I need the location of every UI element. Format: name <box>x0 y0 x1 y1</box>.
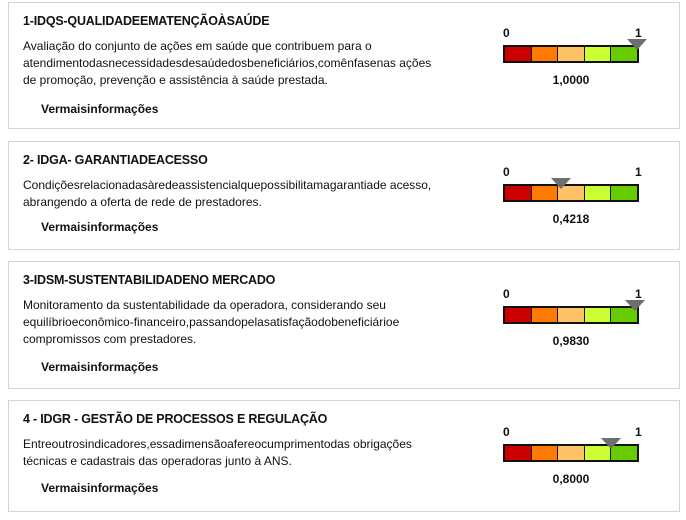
gauge-marker-icon <box>550 178 571 189</box>
score-gauge: 0 1 0,8000 <box>503 408 643 508</box>
indicator-card-idqs: 1-IDQS-QUALIDADEEMATENÇÃOÀSAÚDE Avaliaçã… <box>8 2 680 129</box>
gauge-marker-icon <box>627 39 647 50</box>
more-info-link[interactable]: Vermaisinformações <box>41 360 159 374</box>
gauge-segment <box>531 446 559 460</box>
gauge-segment <box>611 186 637 200</box>
gauge-min-label: 0 <box>503 287 510 301</box>
gauge-max-label: 1 <box>635 425 642 439</box>
more-info-link[interactable]: Vermaisinformações <box>41 102 159 116</box>
gauge-max-label: 1 <box>635 26 642 40</box>
gauge-segment <box>584 308 612 322</box>
indicator-description: Condiçõesrelacionadasàredeassistencialqu… <box>23 178 432 209</box>
gauge-bar <box>503 444 639 462</box>
gauge-segment <box>584 47 612 61</box>
indicator-card-idgr: 4 - IDGR - GESTÃO DE PROCESSOS E REGULAÇ… <box>8 400 680 512</box>
gauge-min-label: 0 <box>503 425 510 439</box>
gauge-segment <box>558 186 585 200</box>
gauge-value: 1,0000 <box>552 73 590 87</box>
gauge-segment <box>531 186 559 200</box>
gauge-segment <box>505 47 532 61</box>
gauge-bar <box>503 184 639 202</box>
score-gauge: 0 1 0,4218 <box>503 148 643 248</box>
gauge-segment <box>611 47 637 61</box>
indicator-description: Avaliação do conjunto de ações em saúde … <box>23 39 432 87</box>
gauge-min-label: 0 <box>503 165 510 179</box>
indicator-description: Entreoutrosindicadores,essadimensãoafere… <box>23 437 412 468</box>
indicator-title: 3-IDSM-SUSTENTABILIDADENO MERCADO <box>23 273 276 287</box>
gauge-segment <box>611 446 637 460</box>
gauge-marker-icon <box>624 300 645 311</box>
gauge-value: 0,9830 <box>552 334 590 348</box>
gauge-segment <box>505 186 532 200</box>
gauge-segment <box>531 47 559 61</box>
indicator-card-idsm: 3-IDSM-SUSTENTABILIDADENO MERCADO Monito… <box>8 261 680 389</box>
more-info-link[interactable]: Vermaisinformações <box>41 481 159 495</box>
gauge-segment <box>584 186 612 200</box>
gauge-segment <box>558 308 585 322</box>
gauge-min-label: 0 <box>503 26 510 40</box>
indicator-description: Monitoramento da sustentabilidade da ope… <box>23 298 400 346</box>
indicator-title: 2- IDGA- GARANTIADEACESSO <box>23 153 208 167</box>
gauge-bar <box>503 306 639 324</box>
gauge-segment <box>558 47 585 61</box>
score-gauge: 0 1 0,9830 <box>503 270 645 370</box>
gauge-segment <box>505 308 532 322</box>
gauge-bar <box>503 45 639 63</box>
gauge-max-label: 1 <box>635 287 642 301</box>
gauge-segment <box>531 308 559 322</box>
gauge-max-label: 1 <box>635 165 642 179</box>
indicator-title: 4 - IDGR - GESTÃO DE PROCESSOS E REGULAÇ… <box>23 412 328 426</box>
score-gauge: 0 1 1,0000 <box>503 9 647 109</box>
gauge-segment <box>611 308 637 322</box>
indicator-card-idga: 2- IDGA- GARANTIADEACESSO Condiçõesrelac… <box>8 141 680 250</box>
indicator-title: 1-IDQS-QUALIDADEEMATENÇÃOÀSAÚDE <box>23 14 270 28</box>
gauge-segment <box>505 446 532 460</box>
gauge-segment <box>558 446 585 460</box>
gauge-segment <box>584 446 612 460</box>
gauge-value: 0,4218 <box>552 212 590 226</box>
gauge-marker-icon <box>600 438 621 449</box>
more-info-link[interactable]: Vermaisinformações <box>41 220 159 234</box>
gauge-value: 0,8000 <box>552 472 590 486</box>
